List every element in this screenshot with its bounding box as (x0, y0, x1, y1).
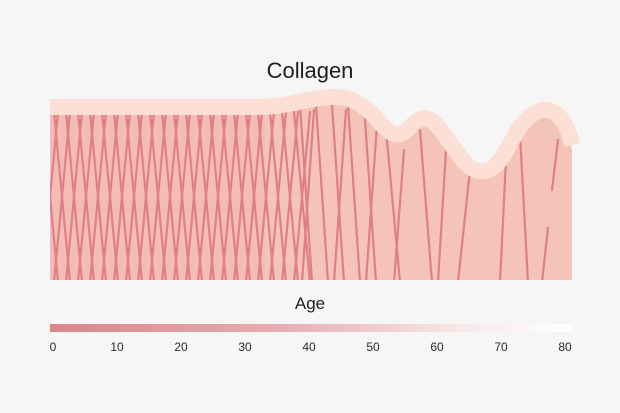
diagram-title: Collagen (266, 58, 354, 83)
age-tick-label: 20 (174, 340, 188, 354)
collagen-fiber (196, 110, 216, 280)
age-tick-label: 60 (430, 340, 444, 354)
collagen-fiber (346, 103, 362, 280)
age-tick-label: 10 (110, 340, 124, 354)
collagen-fiber (268, 110, 288, 280)
collagen-fiber (220, 110, 240, 280)
collagen-fiber (100, 110, 120, 280)
age-tick-label: 70 (494, 340, 508, 354)
collagen-fiber (76, 110, 96, 280)
collagen-fiber (160, 110, 180, 280)
collagen-fiber (332, 108, 348, 280)
collagen-fiber (184, 110, 204, 280)
collagen-fiber (232, 110, 252, 280)
collagen-fiber (52, 110, 72, 280)
epidermis-layer (50, 88, 580, 180)
collagen-fiber (64, 110, 84, 280)
age-tick-label: 50 (366, 340, 380, 354)
collagen-fiber (172, 110, 192, 280)
age-tick-label: 40 (302, 340, 316, 354)
collagen-fiber (392, 148, 406, 280)
collagen-fiber (148, 110, 168, 280)
age-gradient-bar (50, 324, 572, 332)
collagen-fiber (418, 128, 434, 280)
collagen-fiber (112, 110, 132, 280)
collagen-fiber (88, 110, 108, 280)
collagen-fiber (540, 226, 550, 280)
collagen-fiber (298, 103, 314, 280)
age-tick-label: 0 (49, 340, 57, 354)
collagen-fiber (280, 110, 300, 280)
age-tick-label: 30 (238, 340, 252, 354)
collagen-fiber (518, 133, 530, 280)
collagen-fiber (50, 110, 60, 280)
collagen-fibers (50, 103, 560, 280)
collagen-fiber (256, 110, 276, 280)
collagen-fiber (384, 128, 402, 280)
collagen-fiber (208, 110, 228, 280)
collagen-fiber (292, 110, 312, 280)
skin-cross-section (50, 88, 580, 280)
collagen-fiber (300, 108, 316, 280)
collagen-fiber (330, 103, 346, 280)
collagen-fiber (314, 103, 330, 280)
age-axis-label: Age (294, 294, 326, 313)
age-tick-label: 80 (558, 340, 572, 354)
collagen-fiber (436, 148, 448, 280)
collagen-fiber (244, 110, 264, 280)
collagen-fiber (50, 110, 60, 280)
collagen-fiber (550, 138, 560, 192)
collagen-fiber (362, 103, 378, 280)
collagen-fiber (136, 110, 156, 280)
collagen-fiber (456, 168, 472, 280)
collagen-fiber (498, 158, 508, 280)
collagen-fiber (364, 108, 380, 280)
collagen-fiber (124, 110, 144, 280)
